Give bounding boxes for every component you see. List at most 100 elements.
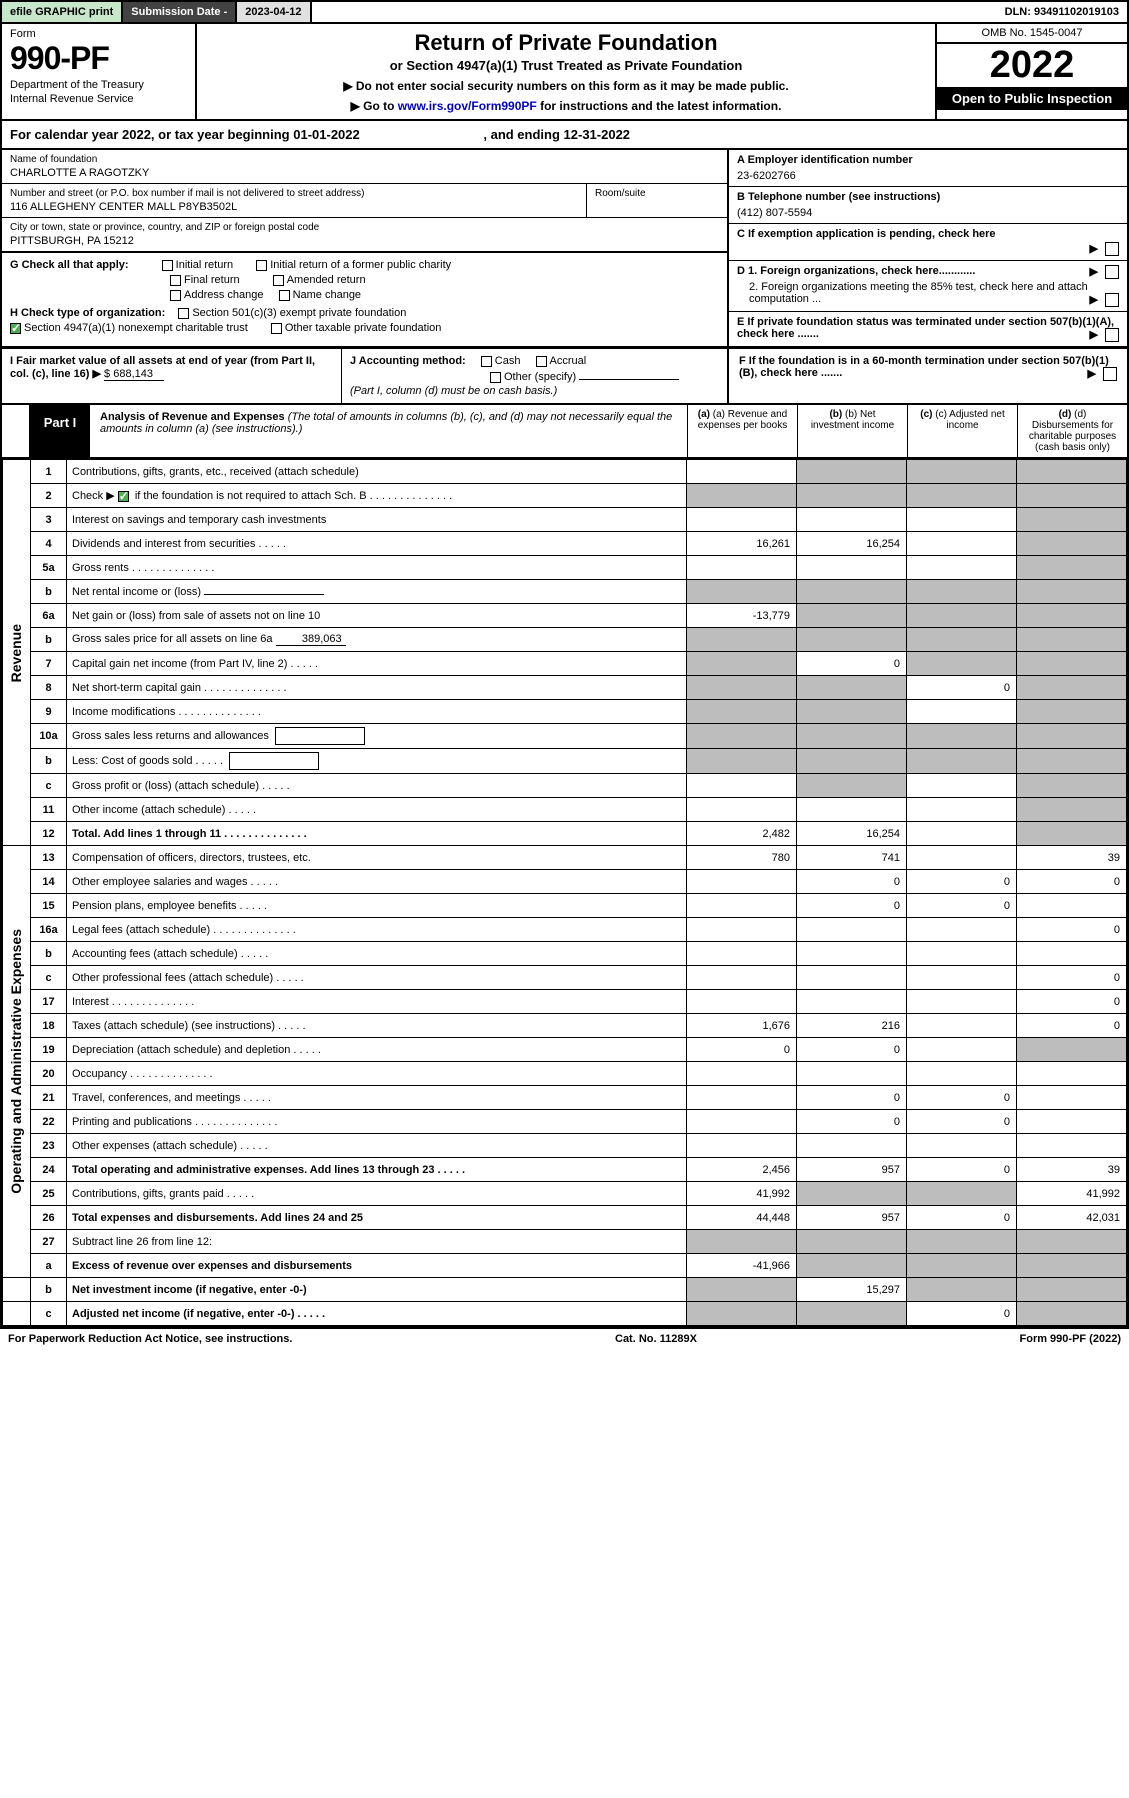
d1-checkbox[interactable] <box>1105 265 1119 279</box>
l10c-desc: Gross profit or (loss) (attach schedule) <box>67 774 687 798</box>
g-initial: Initial return <box>176 259 233 271</box>
d2-arrow: ▶ <box>1089 294 1097 306</box>
c-arrow: ▶ <box>1089 243 1097 255</box>
d1-label: D 1. Foreign organizations, check here..… <box>737 265 975 277</box>
row-9: 9Income modifications <box>3 700 1127 724</box>
ein-label: A Employer identification number <box>737 154 1119 166</box>
row-10b: bLess: Cost of goods sold <box>3 749 1127 774</box>
part1-header-row: Part I Analysis of Revenue and Expenses … <box>2 403 1127 459</box>
row-27c: cAdjusted net income (if negative, enter… <box>3 1302 1127 1326</box>
l16a-desc: Legal fees (attach schedule) <box>67 918 687 942</box>
c-checkbox[interactable] <box>1105 242 1119 256</box>
l27a-desc: Excess of revenue over expenses and disb… <box>67 1254 687 1278</box>
chk-name[interactable] <box>279 290 290 301</box>
g-label: G Check all that apply: <box>10 259 129 271</box>
c-cell: C If exemption application is pending, c… <box>729 224 1127 261</box>
arrow-note1: ▶ Do not enter social security numbers o… <box>207 79 925 93</box>
l27c-desc: Adjusted net income (if negative, enter … <box>67 1302 687 1326</box>
d1-arrow: ▶ <box>1089 266 1097 278</box>
g-addr: Address change <box>184 289 264 301</box>
info-grid: Name of foundation CHARLOTTE A RAGOTZKY … <box>2 150 1127 348</box>
l7-desc: Capital gain net income (from Part IV, l… <box>67 652 687 676</box>
cal-begin: 01-01-2022 <box>293 127 360 142</box>
g-initial-former: Initial return of a former public charit… <box>270 259 451 271</box>
row-16c: cOther professional fees (attach schedul… <box>3 966 1127 990</box>
h-label: H Check type of organization: <box>10 307 165 319</box>
header-right: OMB No. 1545-0047 2022 Open to Public In… <box>937 24 1127 119</box>
row-19: 19Depreciation (attach schedule) and dep… <box>3 1038 1127 1062</box>
irs-link[interactable]: www.irs.gov/Form990PF <box>398 99 537 113</box>
address: 116 ALLEGHENY CENTER MALL P8YB3502L <box>10 201 578 213</box>
row-13: Operating and Administrative Expenses 13… <box>3 846 1127 870</box>
l6a-desc: Net gain or (loss) from sale of assets n… <box>67 604 687 628</box>
chk-4947[interactable] <box>10 323 21 334</box>
chk-cash[interactable] <box>481 356 492 367</box>
col-a-head: (a) (a) Revenue and expenses per books <box>687 405 797 457</box>
chk-initial-former[interactable] <box>256 260 267 271</box>
chk-other-tax[interactable] <box>271 323 282 334</box>
l22-desc: Printing and publications <box>67 1110 687 1134</box>
e-cell: E If private foundation status was termi… <box>729 312 1127 346</box>
j-cell: J Accounting method: Cash Accrual Other … <box>342 349 727 403</box>
g-name: Name change <box>293 289 362 301</box>
chk-other-acct[interactable] <box>490 372 501 383</box>
chk-amended[interactable] <box>273 275 284 286</box>
city-cell: City or town, state or province, country… <box>2 218 727 252</box>
f-arrow: ▶ <box>1087 368 1095 380</box>
row-5b: bNet rental income or (loss) <box>3 580 1127 604</box>
l11-desc: Other income (attach schedule) <box>67 798 687 822</box>
d2-checkbox[interactable] <box>1105 293 1119 307</box>
chk-501[interactable] <box>178 308 189 319</box>
d2-label: 2. Foreign organizations meeting the 85%… <box>749 281 1088 305</box>
l24-desc: Total operating and administrative expen… <box>67 1158 687 1182</box>
l5b-desc: Net rental income or (loss) <box>67 580 687 604</box>
l16c-desc: Other professional fees (attach schedule… <box>67 966 687 990</box>
row-8: 8Net short-term capital gain0 <box>3 676 1127 700</box>
row-3: 3Interest on savings and temporary cash … <box>3 508 1127 532</box>
chk-final[interactable] <box>170 275 181 286</box>
spacer <box>312 8 997 16</box>
form-subtitle: or Section 4947(a)(1) Trust Treated as P… <box>207 58 925 73</box>
efile-badge: efile GRAPHIC print <box>2 2 123 22</box>
ein: 23-6202766 <box>737 170 1119 182</box>
f-label: F If the foundation is in a 60-month ter… <box>739 355 1109 379</box>
row-21: 21Travel, conferences, and meetings00 <box>3 1086 1127 1110</box>
header-left: Form 990-PF Department of the Treasury I… <box>2 24 197 119</box>
row-14: 14Other employee salaries and wages000 <box>3 870 1127 894</box>
l10a-desc: Gross sales less returns and allowances <box>67 724 687 749</box>
row-6b: bGross sales price for all assets on lin… <box>3 628 1127 652</box>
row-18: 18Taxes (attach schedule) (see instructi… <box>3 1014 1127 1038</box>
j-other: Other (specify) <box>504 371 576 383</box>
row-6a: 6aNet gain or (loss) from sale of assets… <box>3 604 1127 628</box>
j-note: (Part I, column (d) must be on cash basi… <box>350 385 719 397</box>
chk-schb[interactable] <box>118 491 129 502</box>
l12-desc: Total. Add lines 1 through 11 <box>67 822 687 846</box>
chk-accrual[interactable] <box>536 356 547 367</box>
e-checkbox[interactable] <box>1105 328 1119 342</box>
addr-label: Number and street (or P.O. box number if… <box>10 188 578 199</box>
chk-addr[interactable] <box>170 290 181 301</box>
revenue-side: Revenue <box>3 460 31 846</box>
cal-end: 12-31-2022 <box>564 127 631 142</box>
form-number: 990-PF <box>10 40 187 77</box>
cal-mid: , and ending <box>483 127 563 142</box>
g-final: Final return <box>184 274 240 286</box>
l8-desc: Net short-term capital gain <box>67 676 687 700</box>
dln: DLN: 93491102019103 <box>997 2 1127 22</box>
l16b-desc: Accounting fees (attach schedule) <box>67 942 687 966</box>
arrow2-pre: ▶ Go to <box>351 99 398 113</box>
f-checkbox[interactable] <box>1103 367 1117 381</box>
l4-desc: Dividends and interest from securities <box>67 532 687 556</box>
tel-cell: B Telephone number (see instructions) (4… <box>729 187 1127 224</box>
chk-initial[interactable] <box>162 260 173 271</box>
form-header: Form 990-PF Department of the Treasury I… <box>2 24 1127 121</box>
l10b-desc: Less: Cost of goods sold <box>67 749 687 774</box>
part1-desc: Analysis of Revenue and Expenses (The to… <box>90 405 687 457</box>
h-4947: Section 4947(a)(1) nonexempt charitable … <box>24 322 248 334</box>
cal-pre: For calendar year 2022, or tax year begi… <box>10 127 293 142</box>
row-27b: bNet investment income (if negative, ent… <box>3 1278 1127 1302</box>
part1-label: Part I <box>30 405 90 457</box>
tel: (412) 807-5594 <box>737 207 1119 219</box>
arrow-note2: ▶ Go to www.irs.gov/Form990PF for instru… <box>207 99 925 113</box>
l20-desc: Occupancy <box>67 1062 687 1086</box>
